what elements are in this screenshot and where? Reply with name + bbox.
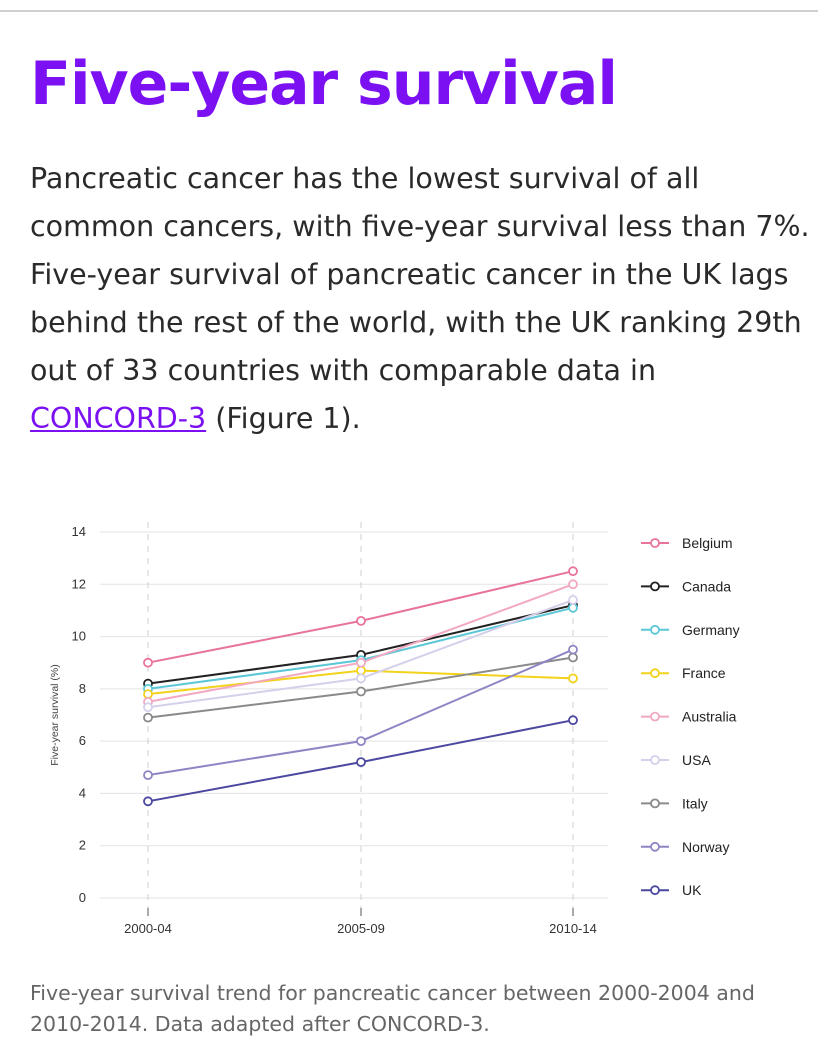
legend-swatch-marker [650,711,660,722]
y-tick-label: 6 [79,733,86,748]
data-point-italy [143,712,153,723]
y-axis-label: Five-year survival (%) [49,664,61,766]
data-point-italy [568,652,578,663]
page-heading: Five-year survival [30,49,618,119]
legend-label: UK [682,882,702,898]
y-tick-label: 4 [79,785,86,800]
data-point-france [568,673,578,684]
legend-swatch-marker [650,581,660,592]
survival-line-chart: 0 2 4 6 8 10 12 14 2000-04 2005-09 2010-14 Five-yea… [49,522,740,936]
data-point-australia [568,579,578,590]
data-point-belgium [356,615,366,626]
data-point-usa [143,702,153,713]
data-point-belgium [568,566,578,577]
figure-caption: Five-year survival trend for pancreatic … [30,981,755,1036]
data-point-italy [356,686,366,697]
chart-series [143,566,578,807]
data-point-germany [568,602,578,613]
chart-axes: 0 2 4 6 8 10 12 14 2000-04 2005-09 2010-14 Five-yea… [49,524,597,936]
x-tick-label: 2000-04 [124,921,172,936]
concord-3-link[interactable]: CONCORD-3 [30,402,207,435]
legend-swatch-marker [650,538,660,548]
data-point-norway [143,770,153,781]
legend-label: France [682,665,726,681]
intro-text-after-link: (Figure 1). [206,402,361,435]
legend-swatch-marker [650,885,660,896]
data-point-usa [356,673,366,684]
y-tick-label: 8 [79,681,86,696]
legend-swatch-marker [650,668,660,679]
data-point-france [356,665,366,676]
legend-label: Germany [682,622,740,638]
y-tick-label: 2 [79,838,86,853]
x-tick-label: 2005-09 [337,921,385,936]
legend-label: USA [682,752,711,768]
data-point-usa [568,595,578,605]
legend-label: Canada [682,578,731,594]
data-point-norway [356,736,366,747]
data-point-france [143,689,153,700]
legend-swatch-marker [650,798,660,809]
data-point-uk [568,715,578,726]
data-point-uk [143,796,153,807]
top-divider [0,10,818,12]
x-tick-label: 2010-14 [549,921,597,936]
legend-label: Norway [682,839,729,855]
data-point-uk [356,757,366,768]
y-tick-label: 14 [72,524,86,539]
data-point-belgium [143,657,153,668]
legend-label: Italy [682,795,708,811]
legend-swatch-marker [650,841,660,852]
y-tick-label: 0 [79,890,86,905]
y-tick-label: 12 [72,576,86,591]
chart-legend: Belgium Canada Germany France Australia USA It… [641,535,740,898]
legend-label: Australia [682,709,737,725]
intro-text-before-link: Pancreatic cancer has the lowest surviva… [30,162,810,387]
legend-swatch-marker [650,624,660,635]
y-tick-label: 10 [72,629,86,644]
intro-paragraph: Pancreatic cancer has the lowest surviva… [30,155,810,443]
legend-label: Belgium [682,535,733,551]
legend-swatch-marker [650,755,660,765]
data-point-australia [356,657,366,668]
data-point-norway [568,644,578,655]
